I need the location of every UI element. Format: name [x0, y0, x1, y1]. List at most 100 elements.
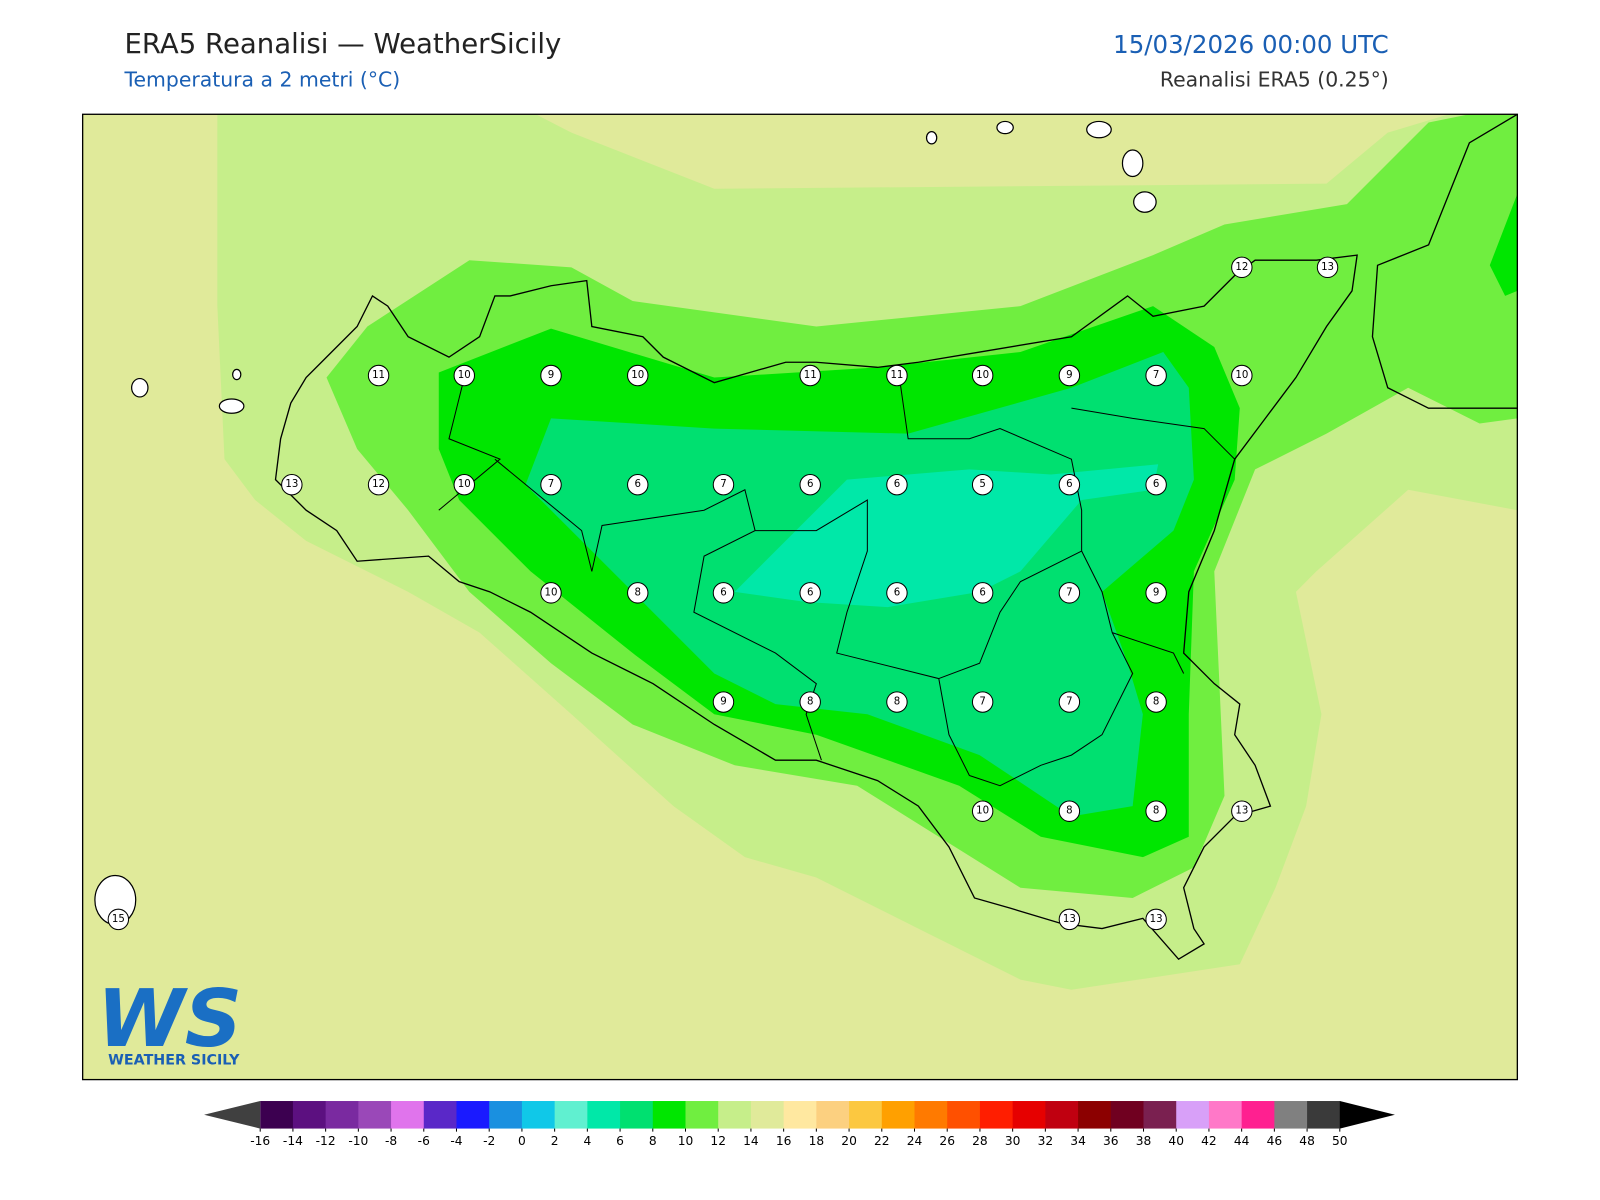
colorbar-tick-label: -8 — [385, 1134, 397, 1148]
station-value: 6 — [894, 479, 900, 490]
colorbar-tick-label: 44 — [1234, 1134, 1250, 1148]
colorbar-box — [358, 1101, 392, 1129]
colorbar-tick-label: 30 — [1005, 1134, 1021, 1148]
subtitle: Temperatura a 2 metri (°C) — [123, 68, 400, 92]
colorbar-box — [423, 1101, 458, 1129]
station-value: 9 — [1153, 587, 1159, 598]
station-value: 7 — [720, 479, 726, 490]
colorbar-under — [204, 1101, 261, 1129]
colorbar-tick-label: 0 — [518, 1134, 526, 1148]
station-value: 9 — [548, 370, 554, 381]
station-marker — [971, 364, 994, 387]
colorbar-box — [652, 1101, 687, 1129]
station-marker — [1058, 473, 1081, 496]
colorbar-tick-label: 36 — [1103, 1134, 1119, 1148]
colorbar-tick-label: 26 — [939, 1134, 955, 1148]
station-marker — [799, 691, 821, 713]
colorbar-box — [292, 1101, 327, 1129]
station-value: 6 — [720, 587, 726, 598]
colorbar-tick-label: 2 — [551, 1134, 559, 1148]
station-marker — [712, 691, 735, 713]
colorbar-box — [325, 1101, 359, 1129]
station-marker — [627, 582, 649, 604]
colorbar-tick-label: -10 — [348, 1134, 368, 1148]
station-value: 10 — [976, 370, 989, 381]
station-value: 6 — [894, 587, 900, 598]
colorbar-box — [1274, 1101, 1308, 1129]
map: 12 13 11 10 9 10 11 11 10 9 7 10 13 12 10 7 6 7 6 6 5 6 6 10 8 6 6… — [82, 114, 1518, 1080]
station-marker — [1145, 691, 1167, 713]
station-marker — [886, 364, 908, 387]
station-value: 8 — [635, 587, 641, 598]
station-value: 10 — [458, 370, 471, 381]
station-marker — [1145, 364, 1167, 387]
colorbar-tick-label: 32 — [1038, 1134, 1054, 1148]
colorbar-tick-label: -4 — [450, 1134, 462, 1148]
station-value: 12 — [1235, 262, 1248, 273]
colorbar-tick-label: -6 — [418, 1134, 430, 1148]
station-value: 5 — [979, 479, 985, 490]
station-value: 8 — [1066, 806, 1072, 817]
colorbar-tick-label: 14 — [743, 1134, 759, 1148]
station-value: 13 — [285, 479, 298, 490]
colorbar-box — [1143, 1101, 1177, 1129]
colorbar-tick-label: 18 — [809, 1134, 825, 1148]
colorbar-box — [914, 1101, 948, 1129]
colorbar-box — [260, 1101, 294, 1129]
station-marker — [799, 364, 821, 387]
station-value: 6 — [979, 587, 985, 598]
station-value: 11 — [372, 370, 385, 381]
station-marker — [799, 582, 821, 604]
colorbar-box — [391, 1101, 425, 1129]
station-marker — [971, 800, 994, 822]
colorbar-box — [587, 1101, 621, 1129]
station-marker — [540, 582, 562, 604]
colorbar-box — [1176, 1101, 1210, 1129]
station-value: 7 — [548, 479, 554, 490]
station-marker — [1058, 582, 1081, 604]
station-value: 8 — [1153, 697, 1159, 708]
station-value: 6 — [807, 587, 813, 598]
colorbar-tick-label: 4 — [583, 1134, 591, 1148]
station-value: 15 — [112, 914, 125, 925]
colorbar-over — [1339, 1101, 1395, 1129]
station-marker — [1058, 908, 1081, 931]
colorbar-box — [1078, 1101, 1112, 1129]
colorbar-box — [489, 1101, 523, 1129]
station-marker — [1231, 256, 1253, 279]
station-value: 10 — [631, 370, 644, 381]
colorbar-tick-label: 28 — [972, 1134, 988, 1148]
colorbar-box — [783, 1101, 817, 1129]
station-value: 7 — [1066, 587, 1072, 598]
station-marker — [1145, 800, 1167, 822]
colorbar-box — [849, 1101, 883, 1129]
station-value: 10 — [545, 587, 558, 598]
station-value: 9 — [720, 697, 726, 708]
station-marker — [627, 364, 649, 387]
station-value: 6 — [635, 479, 641, 490]
colorbar-box — [1307, 1101, 1341, 1129]
station-value: 9 — [1066, 370, 1072, 381]
colorbar-box — [1045, 1101, 1079, 1129]
station-marker — [1316, 256, 1339, 279]
colorbar-tick-label: 38 — [1136, 1134, 1152, 1148]
colorbar-tick-label: -14 — [283, 1134, 303, 1148]
title: ERA5 Reanalisi — WeatherSicily — [124, 28, 561, 60]
colorbar-tick-label: 8 — [649, 1134, 657, 1148]
station-marker — [1231, 800, 1253, 822]
station-marker — [712, 582, 735, 604]
colorbar-box — [750, 1101, 785, 1129]
station-value: 13 — [1150, 914, 1163, 925]
station-value: 13 — [1063, 914, 1076, 925]
station-value: 13 — [1321, 262, 1334, 273]
station-value: 12 — [372, 479, 385, 490]
colorbar-box — [554, 1101, 588, 1129]
datetime: 15/03/2026 00:00 UTC — [1113, 30, 1389, 59]
station-value: 8 — [894, 697, 900, 708]
station-marker — [627, 473, 649, 496]
station-marker — [799, 473, 821, 496]
station-marker — [971, 582, 994, 604]
station-value: 10 — [458, 479, 471, 490]
